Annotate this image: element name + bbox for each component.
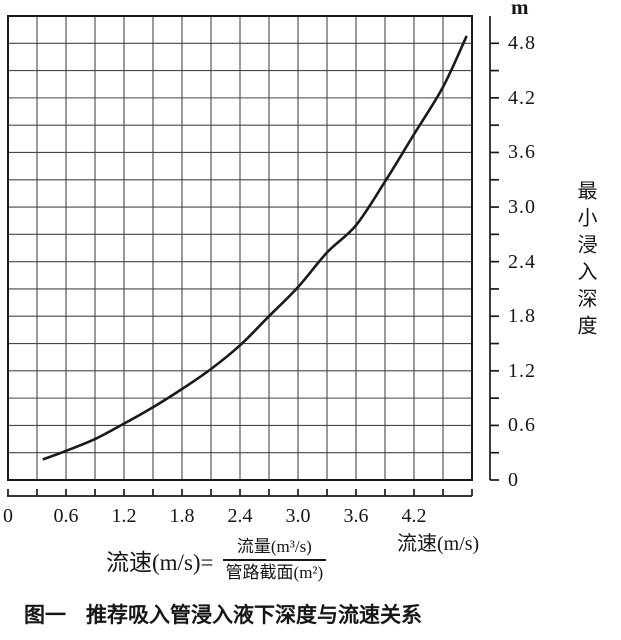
y-tick-label: 1.2 [508, 360, 536, 382]
formula-numerator: 流量(m³/s) [236, 537, 312, 556]
y-tick-label: 1.8 [508, 305, 536, 327]
y-axis-unit-label: m [511, 0, 529, 19]
figure-caption-label: 图一 [24, 603, 66, 627]
curve-line [42, 35, 468, 461]
formula-lhs: 流速(m/s)= [106, 550, 214, 575]
x-tick-label: 4.2 [401, 505, 427, 527]
y-tick-label: 3.0 [508, 196, 536, 218]
y-tick-label: 0.6 [508, 414, 536, 436]
y-tick-label: 0 [508, 469, 519, 491]
x-tick-label: 1.2 [111, 505, 137, 527]
x-tick-label: 2.4 [227, 505, 253, 527]
x-tick-label: 1.8 [169, 505, 195, 527]
formula-denominator: 管路截面(m²) [225, 563, 324, 582]
velocity-formula: 流速(m/s)= 流量(m³/s) 管路截面(m²) [106, 537, 327, 583]
x-tick-label: 3.0 [285, 505, 311, 527]
y-tick-label: 4.2 [508, 87, 536, 109]
y-tick-label: 4.8 [508, 32, 536, 54]
x-axis-ruler [7, 489, 473, 497]
y-tick-label: 3.6 [508, 141, 536, 163]
x-tick-label: 3.6 [343, 505, 369, 527]
figure-caption-text: 推荐吸入管浸入液下深度与流速关系 [86, 603, 422, 627]
figure-caption: 图一 推荐吸入管浸入液下深度与流速关系 [24, 599, 422, 629]
x-tick-label: 0 [3, 505, 13, 527]
formula-fraction: 流量(m³/s) 管路截面(m²) [222, 537, 327, 583]
grid-lines [7, 15, 473, 481]
x-tick-label: 0.6 [53, 505, 79, 527]
y-axis-ruler [489, 16, 499, 481]
y-tick-label: 2.4 [508, 251, 536, 273]
y-axis-title: 最小浸入深度 [574, 180, 596, 342]
x-axis-title: 流速(m/s) [397, 533, 480, 555]
fraction-bar [222, 559, 327, 561]
